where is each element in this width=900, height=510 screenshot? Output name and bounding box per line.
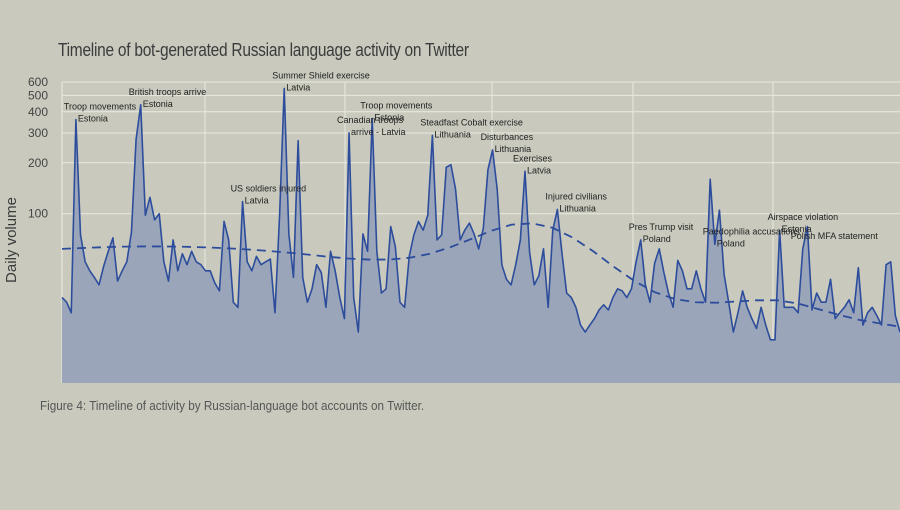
annotation: Exercises Latvia xyxy=(513,153,553,175)
annotation: Polish MFA statement xyxy=(791,231,879,241)
annotation: Pres Trump visit Poland xyxy=(629,222,694,244)
y-tick-label: 400 xyxy=(28,105,48,119)
y-tick-label: 300 xyxy=(28,126,48,140)
annotation-label: Polish MFA statement xyxy=(791,231,879,241)
series-line xyxy=(61,87,900,341)
annotation-label: Steadfast Cobalt exercise xyxy=(420,117,523,127)
annotation: Canadian troops arrive - Latvia xyxy=(337,115,406,137)
annotation: Disturbances Lithuania xyxy=(481,132,534,154)
annotation-label: Airspace violation xyxy=(768,212,839,222)
annotation-label: Summer Shield exercise xyxy=(272,70,370,80)
annotation-sublabel: Latvia xyxy=(286,82,310,92)
annotation-sublabel: Lithuania xyxy=(495,144,532,154)
chart-title: Timeline of bot-generated Russian langua… xyxy=(58,40,469,60)
annotation-sublabel: Lithuania xyxy=(434,129,471,139)
annotation-sublabel: Latvia xyxy=(527,165,551,175)
annotation: Injured civilians Lithuania xyxy=(545,191,607,213)
annotation-label: Paedophilia accusations xyxy=(703,226,801,236)
annotation-sublabel: Poland xyxy=(643,234,671,244)
y-axis-label: Daily volume xyxy=(3,197,20,283)
annotation-label: Disturbances xyxy=(481,132,534,142)
y-tick-label: 500 xyxy=(28,88,48,102)
annotation-sublabel: Estonia xyxy=(78,114,108,124)
y-tick-label: 200 xyxy=(28,156,48,170)
annotation-label: Pres Trump visit xyxy=(629,222,694,232)
annotation-label: Injured civilians xyxy=(545,191,607,201)
annotation-label: Exercises xyxy=(513,153,553,163)
annotation: Troop movements Estonia xyxy=(64,102,137,124)
annotation: Steadfast Cobalt exercise Lithuania xyxy=(420,117,523,139)
y-tick-label: 600 xyxy=(28,75,48,89)
annotation-label: US soldiers injured xyxy=(231,184,307,194)
trend-line xyxy=(61,222,900,328)
annotation: British troops arrive Estonia xyxy=(129,87,207,109)
annotation-sublabel: Estonia xyxy=(374,113,404,123)
annotation: US soldiers injured Latvia xyxy=(231,184,307,206)
annotation-label: Canadian troops xyxy=(337,115,404,125)
annotation-label: British troops arrive xyxy=(129,87,207,97)
annotation-label: Troop movements xyxy=(64,102,137,112)
y-tick-label: 100 xyxy=(28,207,48,221)
annotation-sublabel: Estonia xyxy=(782,224,812,234)
annotation: Airspace violation Estonia xyxy=(768,212,839,234)
annotation-sublabel: Lithuania xyxy=(559,203,596,213)
annotation: Troop movements Estonia xyxy=(360,101,433,123)
figure-caption: Figure 4: Timeline of activity by Russia… xyxy=(40,398,425,413)
annotation: Paedophilia accusations Poland xyxy=(703,226,801,248)
annotation-label: Troop movements xyxy=(360,101,433,111)
annotation-sublabel: Poland xyxy=(717,238,745,248)
annotation-sublabel: Estonia xyxy=(143,99,173,109)
annotation: Summer Shield exercise Latvia xyxy=(272,70,370,92)
series-area xyxy=(62,88,900,384)
annotation-sublabel: arrive - Latvia xyxy=(351,127,406,137)
annotation-sublabel: Latvia xyxy=(245,196,269,206)
